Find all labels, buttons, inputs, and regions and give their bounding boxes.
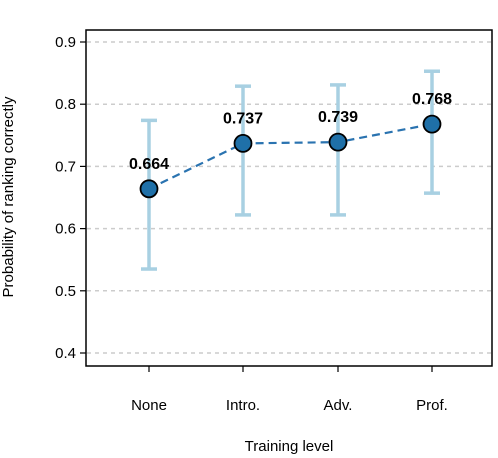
y-tick-label: 0.4 bbox=[55, 345, 76, 362]
y-tick-label: 0.6 bbox=[55, 221, 76, 238]
x-axis-title: Training level bbox=[245, 438, 334, 455]
y-axis: 0.4 0.5 0.6 0.7 0.8 0.9 bbox=[55, 34, 86, 362]
data-label: 0.739 bbox=[318, 109, 358, 126]
plot-frame bbox=[85, 29, 493, 367]
y-tick-label: 0.8 bbox=[55, 96, 76, 113]
x-tick-label: Prof. bbox=[416, 397, 448, 414]
gridlines bbox=[87, 41, 491, 354]
data-point bbox=[422, 114, 442, 134]
data-labels: 0.664 0.737 0.739 0.768 bbox=[129, 91, 452, 173]
data-label: 0.737 bbox=[223, 110, 263, 127]
series-line bbox=[148, 123, 433, 190]
data-point bbox=[328, 132, 348, 152]
y-tick-label: 0.7 bbox=[55, 158, 76, 175]
data-label: 0.664 bbox=[129, 156, 169, 173]
data-label: 0.768 bbox=[412, 91, 452, 108]
y-axis-title: Probability of ranking correctly bbox=[0, 96, 17, 297]
data-point bbox=[233, 133, 253, 153]
x-axis: None Intro. Adv. Prof. bbox=[131, 366, 448, 414]
x-tick-label: None bbox=[131, 397, 167, 414]
x-tick-label: Intro. bbox=[226, 397, 260, 414]
y-tick-label: 0.5 bbox=[55, 283, 76, 300]
data-points bbox=[139, 114, 442, 199]
y-tick-label: 0.9 bbox=[55, 34, 76, 51]
x-tick-label: Adv. bbox=[324, 397, 353, 414]
series-polyline bbox=[148, 123, 433, 190]
data-point bbox=[139, 179, 159, 199]
